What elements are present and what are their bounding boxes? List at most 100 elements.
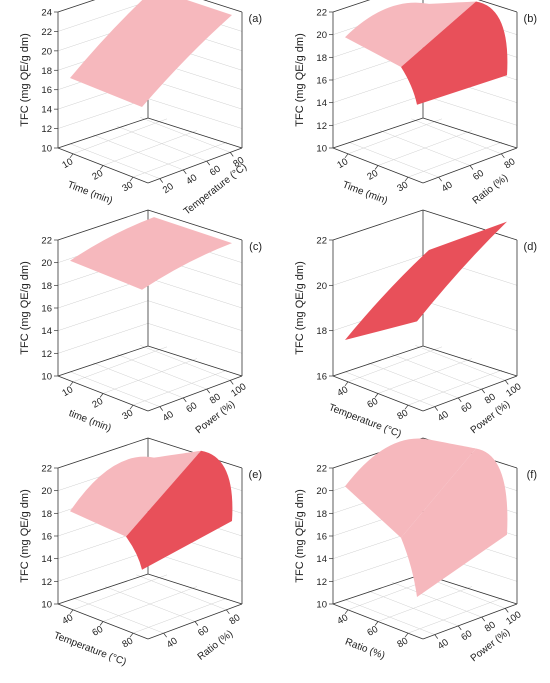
z-tick-label: 16	[41, 532, 52, 543]
panel-label: (a)	[249, 13, 262, 25]
chart-panel: 10 12 14 16 18 20 22 TFC (mg QE/g dm) 40 60 80 Rati…	[294, 437, 537, 664]
grid-line	[147, 98, 243, 129]
z-tick-label: 16	[41, 85, 52, 96]
y-tick-label: 60	[459, 628, 474, 643]
x-tick-label: 60	[365, 624, 380, 639]
y-tick-label: 80	[227, 612, 242, 627]
z-tick-label: 20	[316, 30, 327, 41]
grid-line	[379, 130, 471, 166]
panel-label: (e)	[249, 469, 262, 481]
y-tick	[206, 388, 211, 394]
x-tick	[99, 621, 104, 626]
z-tick-label: 14	[316, 98, 327, 109]
z-tick-label: 18	[316, 326, 327, 337]
y-tick	[434, 634, 439, 639]
grid-line	[69, 371, 160, 407]
grid-line	[57, 300, 149, 331]
grid-line	[140, 117, 231, 153]
z-tick-label: 16	[316, 532, 327, 543]
z-tick-label: 14	[316, 554, 327, 565]
x-tick-label: 10	[60, 156, 75, 171]
z-tick-label: 12	[41, 577, 52, 588]
z-tick-label: 14	[41, 326, 52, 337]
grid-line	[93, 362, 184, 399]
y-tick	[163, 632, 167, 638]
y-tick-label: 40	[184, 172, 199, 187]
y-tick	[434, 406, 439, 411]
grid-line	[347, 346, 443, 383]
x-tick-label: 20	[365, 168, 380, 183]
grid-line	[104, 586, 196, 622]
z-tick-label: 20	[316, 281, 327, 292]
z-axis-label: TFC (mg QE/g dm)	[294, 261, 306, 355]
y-tick-label: 60	[459, 400, 474, 415]
x-tick	[69, 153, 74, 159]
y-tick	[469, 165, 474, 170]
axis-line	[478, 0, 518, 13]
grid-line	[57, 323, 149, 354]
grid-line	[344, 599, 435, 635]
z-tick-label: 22	[41, 464, 52, 475]
x-tick	[344, 609, 349, 615]
x-tick	[374, 393, 379, 398]
grid-line	[116, 125, 207, 162]
chart-panel: 10 12 14 16 18 20 22 24 TFC (mg QE/g dm) 10 20 30 Ti…	[19, 0, 262, 218]
axis-line	[57, 573, 149, 605]
grid-line	[93, 134, 184, 171]
grid-line	[140, 345, 231, 381]
y-tick	[159, 406, 164, 411]
grid-line	[136, 574, 227, 611]
grid-line	[102, 130, 198, 166]
y-tick	[159, 178, 164, 183]
axis-line	[57, 345, 149, 377]
grid-line	[391, 353, 482, 390]
y-tick	[194, 621, 199, 626]
grid-line	[73, 597, 164, 634]
y-tick-label: 80	[483, 392, 498, 407]
z-tick-label: 12	[41, 124, 52, 135]
axis-line	[332, 345, 424, 377]
x-tick	[129, 632, 134, 638]
axis-line	[57, 437, 149, 469]
z-tick-label: 12	[41, 349, 52, 360]
x-tick-label: 20	[90, 396, 105, 411]
z-tick-label: 20	[41, 46, 52, 57]
y-tick	[229, 380, 234, 385]
grid-line	[116, 353, 207, 390]
x-tick	[374, 621, 379, 626]
x-tick-label: 60	[90, 624, 105, 639]
grid-line	[147, 78, 243, 110]
chart-panel: 10 12 14 16 18 20 22 TFC (mg QE/g dm) 10 20 30 Time…	[294, 0, 537, 207]
x-axis-label: Temperature (°C)	[52, 630, 128, 668]
response-surface-front	[401, 448, 508, 597]
z-tick-label: 14	[41, 554, 52, 565]
response-surface-top	[345, 1, 476, 67]
x-tick-label: 30	[395, 180, 410, 195]
grid-line	[422, 95, 518, 126]
x-axis-label: time (min)	[67, 408, 112, 434]
x-axis-label: Time (min)	[341, 180, 389, 207]
y-tick-label: 100	[504, 381, 523, 399]
grid-line	[57, 1, 149, 32]
y-tick	[226, 609, 230, 615]
response-surface-front	[126, 450, 233, 570]
x-tick	[404, 404, 409, 410]
grid-line	[332, 255, 424, 286]
grid-line	[411, 118, 502, 155]
x-tick	[129, 404, 134, 410]
response-surface	[70, 0, 232, 107]
axis-line	[57, 0, 96, 13]
z-tick-label: 16	[41, 304, 52, 315]
axis-line	[422, 345, 518, 377]
z-tick-label: 18	[41, 281, 52, 292]
grid-line	[415, 345, 506, 381]
y-tick	[457, 625, 462, 631]
grid-line	[368, 362, 459, 399]
y-tick-label: 100	[229, 381, 248, 399]
z-tick-label: 10	[41, 372, 52, 383]
panel-label: (c)	[249, 241, 262, 253]
axis-line	[332, 0, 371, 13]
